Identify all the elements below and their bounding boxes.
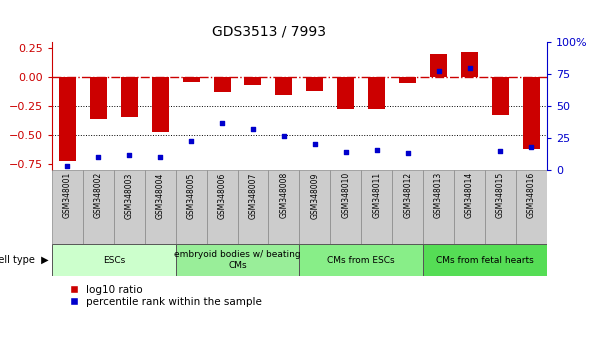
Point — [248, 126, 258, 132]
Text: GSM348007: GSM348007 — [249, 172, 257, 218]
Text: GSM348010: GSM348010 — [342, 172, 350, 218]
Text: GSM348011: GSM348011 — [372, 172, 381, 218]
Point — [310, 142, 320, 147]
Bar — [337, 77, 354, 109]
Point — [527, 144, 536, 150]
Bar — [492, 77, 509, 115]
Text: GSM348001: GSM348001 — [63, 172, 72, 218]
Bar — [368, 77, 385, 109]
Bar — [152, 77, 169, 132]
Point — [279, 133, 289, 138]
Text: CMs from ESCs: CMs from ESCs — [327, 256, 395, 265]
Bar — [183, 77, 200, 82]
Point — [496, 148, 505, 154]
Point — [93, 154, 103, 160]
Point — [186, 138, 196, 143]
Bar — [207, 170, 238, 244]
Bar — [430, 54, 447, 77]
Point — [464, 65, 474, 71]
Bar — [268, 170, 299, 244]
Point — [62, 163, 72, 169]
Bar — [90, 77, 107, 119]
Bar — [423, 170, 454, 244]
Text: GSM348002: GSM348002 — [94, 172, 103, 218]
Bar — [276, 77, 293, 95]
Bar — [52, 244, 176, 276]
Bar — [59, 77, 76, 161]
Bar — [454, 170, 485, 244]
Bar — [523, 77, 540, 149]
Text: ESCs: ESCs — [103, 256, 125, 265]
Point — [372, 147, 382, 152]
Bar — [244, 77, 262, 85]
Legend: log10 ratio, percentile rank within the sample: log10 ratio, percentile rank within the … — [70, 285, 262, 307]
Text: GSM348012: GSM348012 — [403, 172, 412, 218]
Bar — [299, 244, 423, 276]
Point — [155, 154, 165, 160]
Text: GSM348015: GSM348015 — [496, 172, 505, 218]
Text: GSM348014: GSM348014 — [465, 172, 474, 218]
Text: GSM348009: GSM348009 — [310, 172, 320, 218]
Bar — [516, 170, 547, 244]
Text: GDS3513 / 7993: GDS3513 / 7993 — [212, 25, 326, 39]
Bar — [331, 170, 361, 244]
Point — [125, 152, 134, 158]
Bar — [361, 170, 392, 244]
Text: GSM348004: GSM348004 — [156, 172, 165, 218]
Bar — [52, 170, 83, 244]
Bar — [121, 77, 137, 116]
Text: GSM348013: GSM348013 — [434, 172, 443, 218]
Bar — [214, 77, 230, 92]
Bar — [461, 52, 478, 77]
Bar — [114, 170, 145, 244]
Point — [403, 150, 412, 156]
Bar — [299, 170, 331, 244]
Text: CMs from fetal hearts: CMs from fetal hearts — [436, 256, 534, 265]
Text: GSM348016: GSM348016 — [527, 172, 536, 218]
Bar — [176, 170, 207, 244]
Bar — [145, 170, 176, 244]
Bar — [238, 170, 268, 244]
Bar — [306, 77, 323, 91]
Text: cell type  ▶: cell type ▶ — [0, 255, 49, 265]
Point — [434, 68, 444, 73]
Point — [341, 149, 351, 155]
Point — [217, 120, 227, 126]
Text: GSM348003: GSM348003 — [125, 172, 134, 218]
Text: embryoid bodies w/ beating
CMs: embryoid bodies w/ beating CMs — [174, 251, 301, 270]
Text: GSM348005: GSM348005 — [186, 172, 196, 218]
Bar — [423, 244, 547, 276]
Bar — [83, 170, 114, 244]
Text: GSM348008: GSM348008 — [279, 172, 288, 218]
Bar — [485, 170, 516, 244]
Text: GSM348006: GSM348006 — [218, 172, 227, 218]
Bar — [399, 77, 416, 83]
Bar — [392, 170, 423, 244]
Bar — [176, 244, 299, 276]
